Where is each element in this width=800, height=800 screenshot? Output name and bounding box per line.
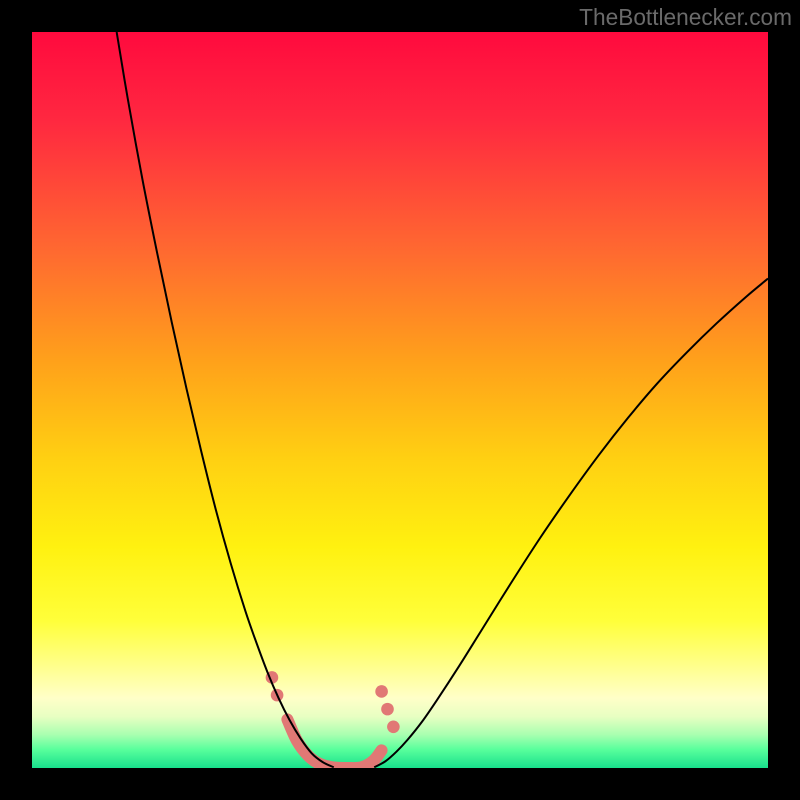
trough-highlight: [287, 719, 381, 768]
trough-dot: [375, 685, 388, 698]
curve-right: [374, 279, 768, 768]
chart-curves: [32, 32, 768, 768]
trough-dot: [387, 720, 400, 733]
chart-plot-area: [32, 32, 768, 768]
watermark-text: TheBottlenecker.com: [579, 4, 792, 31]
curve-left: [117, 32, 334, 767]
trough-dot: [381, 703, 394, 716]
